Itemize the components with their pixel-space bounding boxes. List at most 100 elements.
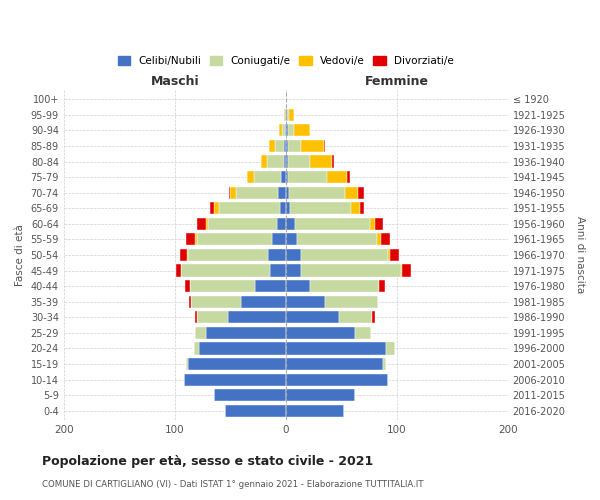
Bar bbox=[269, 140, 275, 152]
Bar bbox=[286, 404, 344, 417]
Bar bbox=[290, 202, 351, 214]
Bar bbox=[381, 234, 390, 245]
Text: COMUNE DI CARTIGLIANO (VI) - Dati ISTAT 1° gennaio 2021 - Elaborazione TUTTITALI: COMUNE DI CARTIGLIANO (VI) - Dati ISTAT … bbox=[42, 480, 424, 489]
Bar bbox=[358, 186, 364, 198]
Bar bbox=[229, 186, 230, 198]
Bar bbox=[286, 234, 297, 245]
Bar bbox=[286, 280, 310, 292]
Bar bbox=[197, 218, 206, 230]
Bar bbox=[286, 218, 295, 230]
Bar bbox=[286, 311, 339, 324]
Bar bbox=[214, 389, 286, 402]
Bar bbox=[254, 171, 281, 183]
Bar bbox=[287, 108, 289, 121]
Bar bbox=[286, 389, 355, 402]
Bar bbox=[286, 108, 287, 121]
Bar bbox=[339, 311, 373, 324]
Bar bbox=[188, 358, 286, 370]
Bar bbox=[188, 249, 268, 261]
Bar bbox=[286, 171, 288, 183]
Bar bbox=[189, 296, 191, 308]
Bar bbox=[310, 156, 332, 168]
Bar bbox=[211, 202, 214, 214]
Bar bbox=[181, 264, 270, 276]
Y-axis label: Anni di nascita: Anni di nascita bbox=[575, 216, 585, 294]
Bar bbox=[301, 249, 388, 261]
Bar bbox=[241, 296, 286, 308]
Bar bbox=[288, 140, 301, 152]
Bar bbox=[268, 249, 286, 261]
Bar bbox=[301, 264, 401, 276]
Bar bbox=[267, 156, 284, 168]
Bar bbox=[286, 296, 325, 308]
Bar bbox=[184, 374, 286, 386]
Y-axis label: Fasce di età: Fasce di età bbox=[15, 224, 25, 286]
Bar bbox=[208, 218, 277, 230]
Bar bbox=[262, 156, 267, 168]
Bar bbox=[293, 124, 310, 136]
Bar bbox=[236, 186, 278, 198]
Bar bbox=[284, 156, 286, 168]
Bar bbox=[286, 186, 289, 198]
Bar bbox=[289, 186, 344, 198]
Bar bbox=[206, 327, 286, 339]
Bar bbox=[386, 342, 395, 354]
Bar bbox=[289, 108, 293, 121]
Text: Maschi: Maschi bbox=[151, 74, 199, 88]
Bar bbox=[288, 171, 327, 183]
Bar bbox=[347, 171, 350, 183]
Text: Popolazione per età, sesso e stato civile - 2021: Popolazione per età, sesso e stato civil… bbox=[42, 455, 373, 468]
Bar bbox=[355, 327, 371, 339]
Bar bbox=[272, 234, 286, 245]
Bar bbox=[286, 202, 290, 214]
Bar bbox=[190, 280, 255, 292]
Bar bbox=[195, 327, 206, 339]
Bar bbox=[288, 156, 310, 168]
Bar bbox=[297, 234, 377, 245]
Bar bbox=[247, 171, 254, 183]
Bar bbox=[360, 202, 364, 214]
Bar bbox=[301, 140, 323, 152]
Bar bbox=[194, 342, 199, 354]
Bar bbox=[286, 327, 355, 339]
Bar bbox=[286, 140, 288, 152]
Bar bbox=[370, 218, 374, 230]
Bar bbox=[286, 374, 388, 386]
Bar bbox=[286, 124, 288, 136]
Bar bbox=[284, 140, 286, 152]
Bar bbox=[214, 202, 219, 214]
Bar bbox=[279, 124, 283, 136]
Bar bbox=[388, 249, 390, 261]
Text: Femmine: Femmine bbox=[365, 74, 429, 88]
Bar bbox=[286, 358, 383, 370]
Bar bbox=[383, 358, 386, 370]
Bar bbox=[186, 358, 188, 370]
Bar bbox=[286, 342, 386, 354]
Bar bbox=[351, 202, 360, 214]
Bar bbox=[228, 311, 286, 324]
Bar bbox=[344, 186, 358, 198]
Bar bbox=[277, 218, 286, 230]
Bar bbox=[195, 234, 197, 245]
Bar bbox=[377, 234, 381, 245]
Bar bbox=[187, 249, 188, 261]
Bar bbox=[255, 280, 286, 292]
Bar bbox=[206, 218, 208, 230]
Bar bbox=[191, 296, 241, 308]
Bar bbox=[275, 140, 284, 152]
Bar bbox=[332, 156, 334, 168]
Bar bbox=[225, 404, 286, 417]
Bar bbox=[219, 202, 280, 214]
Bar bbox=[278, 186, 286, 198]
Bar bbox=[379, 280, 385, 292]
Bar bbox=[286, 264, 301, 276]
Bar bbox=[283, 124, 284, 136]
Bar bbox=[185, 280, 190, 292]
Bar bbox=[186, 234, 195, 245]
Bar bbox=[230, 186, 236, 198]
Bar bbox=[390, 249, 399, 261]
Bar bbox=[181, 249, 187, 261]
Bar bbox=[284, 108, 286, 121]
Bar bbox=[199, 342, 286, 354]
Bar bbox=[270, 264, 286, 276]
